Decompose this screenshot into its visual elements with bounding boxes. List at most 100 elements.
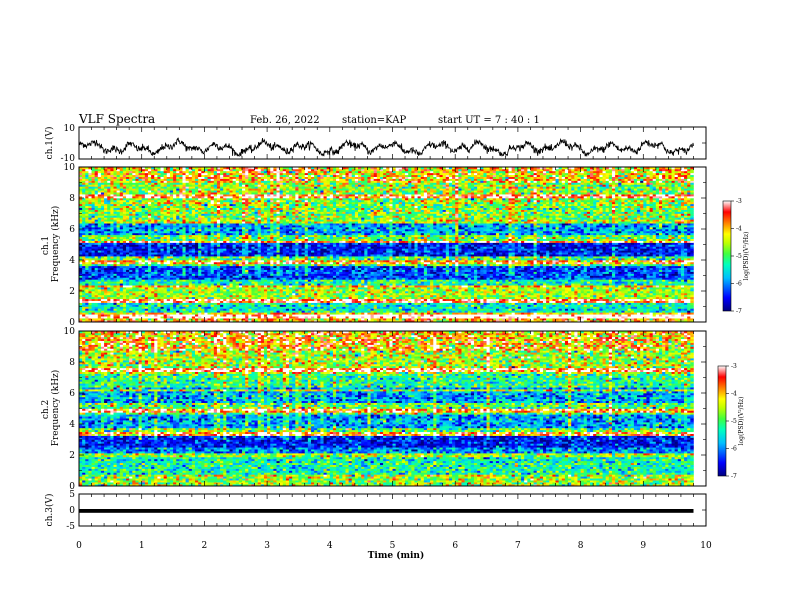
spectrogram-cell — [355, 276, 358, 278]
spectrogram-cell — [606, 293, 609, 295]
spectrogram-cell — [587, 312, 590, 314]
spectrogram-cell — [173, 283, 176, 285]
spectrogram-cell — [556, 308, 559, 310]
spectrogram-cell — [349, 303, 352, 305]
spectrogram-cell — [211, 312, 214, 314]
spectrogram-cell — [430, 279, 433, 281]
spectrogram-cell — [242, 293, 245, 295]
spectrogram-cell — [320, 289, 323, 291]
spectrogram-cell — [79, 307, 82, 309]
spectrogram-cell — [411, 287, 414, 289]
spectrogram-cell — [615, 277, 618, 279]
spectrogram-cell — [189, 283, 192, 285]
spectrogram-cell — [211, 301, 214, 303]
spectrogram-cell — [258, 307, 261, 309]
spectrogram-cell — [668, 281, 671, 283]
spectrogram-cell — [170, 274, 173, 276]
spectrogram-cell — [317, 308, 320, 310]
spectrogram-cell — [264, 312, 267, 314]
spectrogram-cell — [358, 312, 361, 314]
spectrogram-cell — [458, 297, 461, 299]
spectrogram-cell — [640, 308, 643, 310]
spectrogram-cell — [483, 285, 486, 287]
spectrogram-cell — [656, 276, 659, 278]
spectrogram-cell — [449, 316, 452, 318]
spectrogram-cell — [324, 310, 327, 312]
spectrogram-cell — [559, 301, 562, 303]
spectrogram-cell — [483, 279, 486, 281]
spectrogram-cell — [148, 287, 151, 289]
spectrogram-cell — [374, 314, 377, 316]
spectrogram-cell — [330, 287, 333, 289]
spectrogram-cell — [574, 279, 577, 281]
spectrogram-cell — [643, 312, 646, 314]
spectrogram-cell — [527, 310, 530, 312]
spectrogram-cell — [405, 310, 408, 312]
spectrogram-cell — [593, 307, 596, 309]
spectrogram-cell — [534, 291, 537, 293]
spectrogram-cell — [455, 310, 458, 312]
spectrogram-cell — [656, 281, 659, 283]
spectrogram-cell — [151, 293, 154, 295]
spectrogram-cell — [317, 314, 320, 316]
spectrogram-cell — [402, 299, 405, 301]
spectrogram-cell — [336, 293, 339, 295]
spectrogram-cell — [634, 279, 637, 281]
spectrogram-cell — [427, 285, 430, 287]
spectrogram-cell — [587, 295, 590, 297]
spectrogram-cell — [88, 316, 91, 318]
spectrogram-cell — [217, 277, 220, 279]
spectrogram-cell — [383, 318, 386, 320]
spectrogram-cell — [371, 279, 374, 281]
spectrogram-cell — [308, 287, 311, 289]
spectrogram-cell — [208, 295, 211, 297]
spectrogram-cell — [292, 312, 295, 314]
spectrogram-cell — [603, 307, 606, 309]
spectrogram-cell — [637, 312, 640, 314]
spectrogram-cell — [120, 289, 123, 291]
spectrogram-cell — [477, 310, 480, 312]
spectrogram-cell — [675, 279, 678, 281]
spectrogram-cell — [446, 310, 449, 312]
spectrogram-cell — [386, 295, 389, 297]
spectrogram-cell — [113, 287, 116, 289]
spectrogram-cell — [665, 285, 668, 287]
spectrogram-cell — [436, 285, 439, 287]
spectrogram-cell — [487, 293, 490, 295]
spectrogram-cell — [345, 310, 348, 312]
spectrogram-cell — [653, 307, 656, 309]
spectrogram-cell — [405, 303, 408, 305]
spectrogram-cell — [342, 318, 345, 320]
spectrogram-cell — [317, 307, 320, 309]
spectrogram-cell — [283, 305, 286, 307]
spectrogram-cell — [336, 301, 339, 303]
spectrogram-cell — [540, 303, 543, 305]
spectrogram-cell — [458, 293, 461, 295]
spectrogram-cell — [95, 314, 98, 316]
spectrogram-cell — [198, 289, 201, 291]
spectrogram-cell — [549, 308, 552, 310]
spectrogram-cell — [653, 301, 656, 303]
spectrogram-cell — [521, 279, 524, 281]
spectrogram-cell — [386, 297, 389, 299]
spectrogram-cell — [612, 307, 615, 309]
spectrogram-cell — [559, 283, 562, 285]
spectrogram-cell — [659, 291, 662, 293]
spectrogram-cell — [414, 289, 417, 291]
spectrogram-cell — [358, 295, 361, 297]
spectrogram-cell — [85, 281, 88, 283]
spectrogram-cell — [590, 287, 593, 289]
spectrogram-cell — [662, 312, 665, 314]
spectrogram-cell — [292, 310, 295, 312]
spectrogram-cell — [101, 295, 104, 297]
spectrogram-cell — [496, 318, 499, 320]
spectrogram-cell — [537, 299, 540, 301]
spectrogram-cell — [186, 295, 189, 297]
spectrogram-cell — [662, 318, 665, 320]
spectrogram-cell — [92, 295, 95, 297]
spectrogram-cell — [283, 301, 286, 303]
spectrogram-cell — [452, 297, 455, 299]
spectrogram-cell — [656, 277, 659, 279]
spectrogram-cell — [471, 307, 474, 309]
spectrogram-cell — [637, 281, 640, 283]
